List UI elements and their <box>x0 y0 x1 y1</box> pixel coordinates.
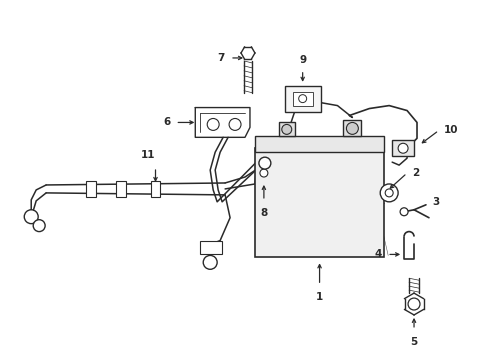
Circle shape <box>258 157 270 169</box>
Circle shape <box>203 255 217 269</box>
Circle shape <box>346 122 358 134</box>
Text: 4: 4 <box>374 249 382 260</box>
Text: 2: 2 <box>411 168 418 178</box>
Bar <box>391 140 413 156</box>
Circle shape <box>228 118 241 130</box>
Bar <box>150 181 160 197</box>
Circle shape <box>385 189 392 197</box>
Circle shape <box>407 298 419 310</box>
Bar <box>284 86 320 112</box>
Text: 10: 10 <box>443 125 457 135</box>
Text: 8: 8 <box>260 208 267 218</box>
Text: 1: 1 <box>315 292 323 302</box>
Circle shape <box>397 143 407 153</box>
Bar <box>343 121 361 136</box>
Bar <box>278 122 294 136</box>
Text: 6: 6 <box>163 117 170 127</box>
Bar <box>292 92 312 105</box>
Bar <box>254 148 384 257</box>
Text: 11: 11 <box>141 150 156 160</box>
Circle shape <box>260 169 267 177</box>
Circle shape <box>380 184 397 202</box>
Circle shape <box>33 220 45 231</box>
Circle shape <box>298 95 306 103</box>
Circle shape <box>24 210 38 224</box>
Text: 5: 5 <box>409 337 417 347</box>
Circle shape <box>281 125 291 134</box>
Bar <box>254 136 384 152</box>
Bar <box>86 181 96 197</box>
Text: 9: 9 <box>299 55 305 65</box>
Bar <box>200 240 222 255</box>
Bar <box>116 181 125 197</box>
Text: 3: 3 <box>431 197 438 207</box>
Circle shape <box>207 118 219 130</box>
Text: 7: 7 <box>217 53 224 63</box>
Circle shape <box>399 208 407 216</box>
